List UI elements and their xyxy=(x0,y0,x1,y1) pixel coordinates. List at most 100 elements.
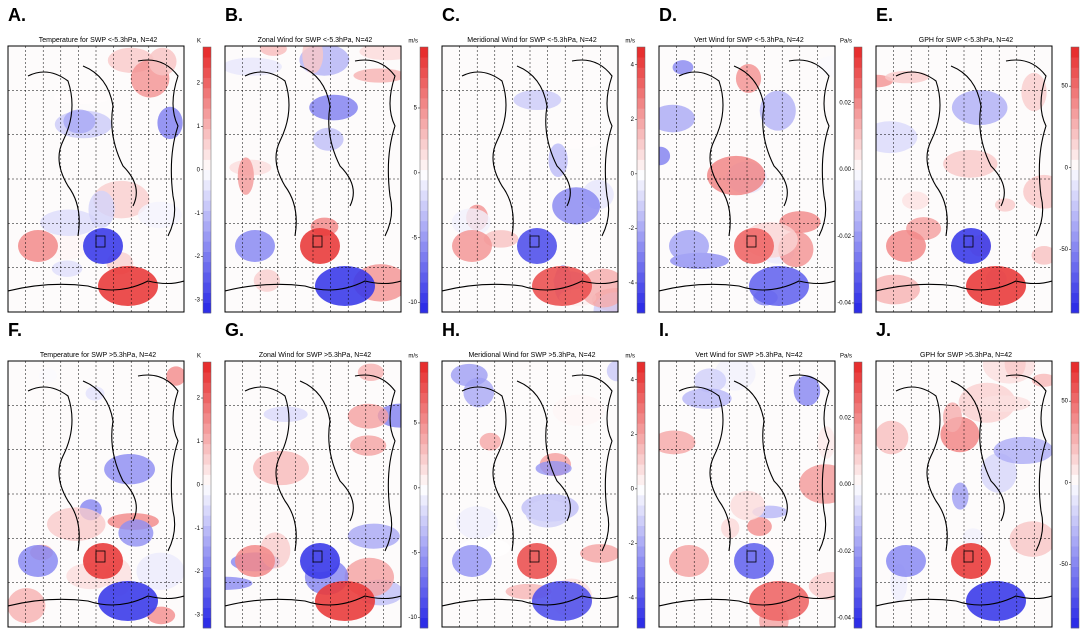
colorbar-tick-label: 0 xyxy=(1065,165,1069,171)
anomaly-blob xyxy=(747,517,772,536)
colorbar-frame xyxy=(1070,361,1080,629)
panel-letter: E. xyxy=(876,5,893,25)
colorbar-step xyxy=(854,546,862,557)
colorbar-step xyxy=(637,525,645,537)
anomaly-blob xyxy=(885,70,929,84)
colorbar-step xyxy=(203,372,211,383)
colorbar-step xyxy=(420,546,428,557)
colorbar-step xyxy=(854,443,862,455)
colorbar-step xyxy=(854,149,862,160)
colorbar-step xyxy=(203,413,211,424)
colorbar-step xyxy=(203,210,211,222)
coastline xyxy=(8,59,184,292)
colorbar-step xyxy=(637,546,645,557)
colorbar-step xyxy=(854,433,862,445)
colorbar-step xyxy=(420,190,428,201)
anomaly-blob xyxy=(659,146,671,166)
colorbar-step xyxy=(637,282,645,293)
anomaly-blob xyxy=(735,64,762,93)
colorbar-step xyxy=(203,576,211,588)
colorbar-step xyxy=(1071,159,1079,171)
colorbar-step xyxy=(420,139,428,150)
colorbar-step xyxy=(854,108,862,119)
colorbar-tick-label: 0.00 xyxy=(839,167,851,173)
colorbar-step xyxy=(854,180,862,191)
target-box xyxy=(95,550,106,563)
panel: C. Meridional Wind for SWP <-5.3hPa, N=42… xyxy=(441,5,646,314)
colorbar-step xyxy=(637,77,645,89)
colorbar-step xyxy=(420,108,428,119)
anomaly-blob xyxy=(994,198,1016,212)
anomaly-blob xyxy=(707,155,766,196)
colorbar-unit: Pa/s xyxy=(840,354,852,360)
anomaly-blob xyxy=(876,121,918,154)
colorbar-tick-label: -0.04 xyxy=(837,616,851,622)
colorbar-step xyxy=(1071,443,1079,455)
colorbar-step xyxy=(203,159,211,171)
panel-title: GPH for SWP >5.3hPa, N=42 xyxy=(920,352,1012,359)
colorbar-step xyxy=(420,372,428,383)
anomaly-blob xyxy=(876,420,909,455)
colorbar-tick-label: -50 xyxy=(1059,247,1068,253)
anomaly-blob xyxy=(513,89,562,111)
colorbar-step xyxy=(854,292,862,304)
anomaly-blob xyxy=(1031,373,1052,387)
anomaly-blob xyxy=(517,228,557,264)
colorbar-step xyxy=(420,149,428,160)
anomaly-blob xyxy=(550,136,600,149)
colorbar-step xyxy=(203,566,211,578)
colorbar-tick-label: -50 xyxy=(1059,562,1068,568)
anomaly-blob xyxy=(535,460,572,476)
anomaly-blob xyxy=(902,191,930,210)
colorbar-unit: Pa/s xyxy=(840,39,852,45)
colorbar-step xyxy=(203,515,211,526)
colorbar-step xyxy=(203,190,211,201)
panel-letter: D. xyxy=(659,5,677,25)
panel-title: Meridional Wind for SWP >5.3hPa, N=42 xyxy=(468,352,595,359)
colorbar-step xyxy=(420,231,428,242)
colorbar-step xyxy=(420,220,428,232)
colorbar-frame xyxy=(636,46,646,314)
colorbar-tick-label: -4 xyxy=(629,596,635,602)
colorbar-step xyxy=(203,139,211,150)
colorbar-step xyxy=(420,535,428,547)
anomaly-blob xyxy=(302,46,324,74)
anomaly-blob xyxy=(951,482,969,510)
colorbar-step xyxy=(420,525,428,537)
anomaly-blob xyxy=(532,266,592,306)
colorbar-step xyxy=(1071,190,1079,201)
colorbar-step xyxy=(854,382,862,393)
coastline xyxy=(442,59,618,292)
colorbar-tick-label: 0.00 xyxy=(839,482,851,488)
panel: E. GPH for SWP <-5.3hPa, N=42 50 0 -50 xyxy=(875,5,1080,314)
anomaly-blob xyxy=(793,375,821,407)
colorbar-step xyxy=(420,118,428,130)
colorbar-step xyxy=(1071,617,1079,629)
panel: I. Vert Wind for SWP >5.3hPa, N=42 Pa/s 0.0… xyxy=(658,320,863,629)
colorbar-tick-label: -1 xyxy=(195,526,201,532)
colorbar-step xyxy=(854,159,862,171)
anomaly-blob xyxy=(350,435,387,456)
colorbar-step xyxy=(203,302,211,314)
colorbar-step xyxy=(1071,546,1079,557)
colorbar-step xyxy=(420,128,428,140)
colorbar-step xyxy=(854,607,862,619)
anomaly-blob xyxy=(517,543,557,579)
colorbar-step xyxy=(854,282,862,293)
colorbar-step xyxy=(1071,292,1079,304)
colorbar-step xyxy=(1071,597,1079,608)
colorbar-tick-label: 4 xyxy=(631,62,635,68)
colorbar-step xyxy=(420,495,428,506)
colorbar-step xyxy=(1071,484,1079,496)
colorbar-step xyxy=(1071,556,1079,567)
map-frame xyxy=(441,360,619,628)
colorbar-unit: m/s xyxy=(408,39,418,45)
colorbar-step xyxy=(854,47,862,58)
colorbar-step xyxy=(637,190,645,201)
panel-letter: G. xyxy=(225,320,244,340)
anomaly-blob xyxy=(730,490,766,521)
anomaly-blob xyxy=(313,127,344,151)
anomaly-blob xyxy=(951,228,991,264)
colorbar-step xyxy=(203,464,211,475)
anomaly-blob xyxy=(682,388,732,409)
